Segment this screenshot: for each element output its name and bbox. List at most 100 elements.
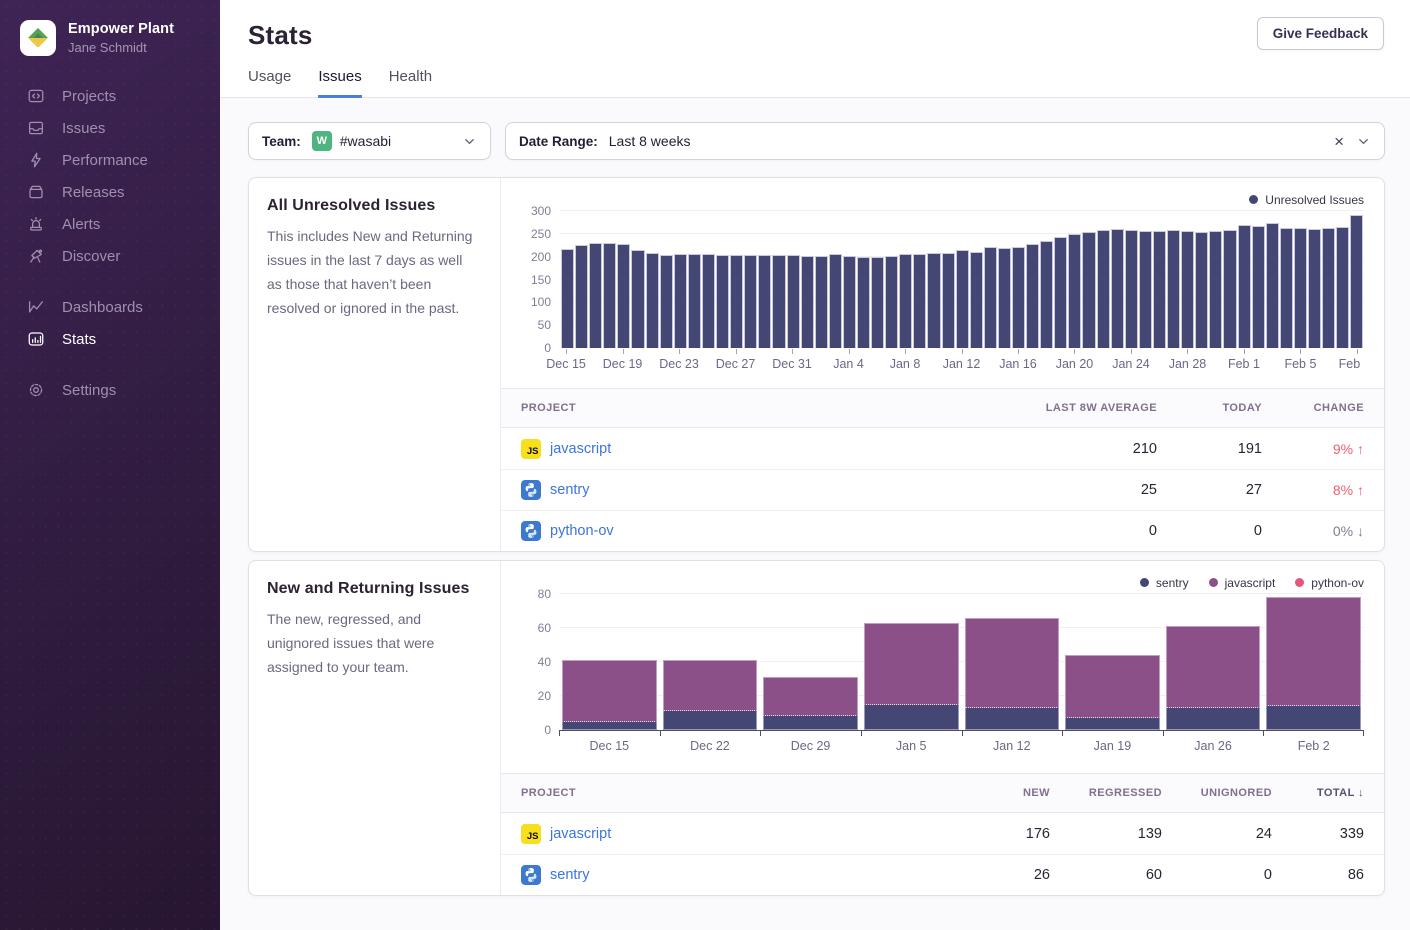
legend-label: Unresolved Issues bbox=[1265, 193, 1364, 207]
chart-x-axis-line bbox=[559, 730, 1364, 731]
value-cell: 139 bbox=[1050, 826, 1162, 842]
axis-tick bbox=[1263, 731, 1264, 736]
x-axis-label: Dec 27 bbox=[716, 357, 756, 371]
chevron-down-icon bbox=[1356, 134, 1371, 149]
sidebar-item-label: Stats bbox=[62, 331, 96, 348]
x-axis-label: Jan 8 bbox=[890, 357, 921, 371]
org-info: Empower Plant Jane Schmidt bbox=[68, 21, 174, 55]
sidebar-group: Dashboards Stats bbox=[0, 291, 220, 355]
sidebar-item-releases[interactable]: Releases bbox=[0, 176, 220, 208]
x-axis-label: Jan 4 bbox=[833, 357, 864, 371]
bar-unresolved-issues bbox=[857, 257, 870, 348]
bar-unresolved-issues bbox=[660, 255, 673, 348]
tab-health[interactable]: Health bbox=[389, 68, 432, 98]
project-link-javascript[interactable]: javascript bbox=[550, 826, 611, 842]
value-cell: 339 bbox=[1272, 826, 1364, 842]
project-link-sentry[interactable]: sentry bbox=[550, 482, 590, 498]
tab-usage[interactable]: Usage bbox=[248, 68, 291, 98]
axis-tick bbox=[1363, 731, 1364, 736]
column-header-total[interactable]: TOTAL ↓ bbox=[1272, 787, 1364, 799]
column-header-new: NEW bbox=[925, 787, 1050, 799]
project-link-python-ov[interactable]: python-ov bbox=[550, 523, 614, 539]
axis-tick bbox=[660, 731, 661, 736]
sidebar-item-label: Performance bbox=[62, 152, 148, 169]
sidebar-item-projects[interactable]: Projects bbox=[0, 80, 220, 112]
discover-icon bbox=[26, 247, 45, 266]
bar-group-jan-5 bbox=[861, 594, 962, 730]
legend-dot-icon bbox=[1209, 578, 1218, 587]
axis-tick bbox=[792, 349, 793, 354]
value-cell: 24 bbox=[1162, 826, 1272, 842]
sidebar-item-stats[interactable]: Stats bbox=[0, 323, 220, 355]
bar-segment-sentry bbox=[562, 722, 657, 731]
column-header-change: CHANGE bbox=[1262, 402, 1364, 414]
bar-group-jan-19 bbox=[1062, 594, 1163, 730]
bar-unresolved-issues bbox=[1238, 225, 1251, 348]
axis-tick bbox=[1074, 349, 1075, 354]
bar-segment-javascript bbox=[562, 660, 657, 721]
alerts-icon bbox=[26, 215, 45, 234]
bar-unresolved-issues bbox=[970, 252, 983, 348]
sidebar-item-dashboards[interactable]: Dashboards bbox=[0, 291, 220, 323]
axis-tick bbox=[849, 349, 850, 354]
axis-tick bbox=[559, 731, 560, 736]
date-range-select[interactable]: Date Range: Last 8 weeks × bbox=[505, 122, 1385, 160]
column-header-project: PROJECT bbox=[521, 787, 925, 799]
clear-icon[interactable]: × bbox=[1334, 133, 1344, 150]
bar-unresolved-issues bbox=[716, 255, 729, 348]
filter-bar: Team: W #wasabi Date Range: Last 8 weeks… bbox=[220, 98, 1410, 160]
bar-segment-javascript bbox=[1065, 655, 1160, 718]
legend-item-javascript[interactable]: javascript bbox=[1209, 574, 1276, 591]
column-header-today: TODAY bbox=[1157, 402, 1262, 414]
bar-unresolved-issues bbox=[1097, 230, 1110, 348]
bar-unresolved-issues bbox=[942, 253, 955, 348]
project-cell: JSjavascript bbox=[521, 439, 947, 459]
project-link-sentry[interactable]: sentry bbox=[550, 867, 590, 883]
sidebar-item-issues[interactable]: Issues bbox=[0, 112, 220, 144]
sidebar-item-alerts[interactable]: Alerts bbox=[0, 208, 220, 240]
value-cell: 27 bbox=[1157, 482, 1262, 498]
javascript-project-icon: JS bbox=[521, 824, 541, 844]
bar-unresolved-issues bbox=[1266, 223, 1279, 348]
bar-unresolved-issues bbox=[1167, 230, 1180, 348]
team-select[interactable]: Team: W #wasabi bbox=[248, 122, 491, 160]
sidebar-item-settings[interactable]: Settings bbox=[0, 374, 220, 406]
sidebar-item-label: Dashboards bbox=[62, 299, 143, 316]
value-cell: 0 bbox=[1157, 523, 1262, 539]
legend-item-unresolved-issues[interactable]: Unresolved Issues bbox=[1249, 191, 1364, 208]
table-row: sentry2660086 bbox=[501, 854, 1384, 895]
unresolved-issues-table: PROJECTLAST 8W AVERAGETODAYCHANGEJSjavas… bbox=[501, 388, 1384, 551]
x-axis-label: Jan 16 bbox=[999, 357, 1037, 371]
y-axis-label: 300 bbox=[513, 204, 551, 218]
app-root: Empower Plant Jane Schmidt ProjectsIssue… bbox=[0, 0, 1410, 930]
sidebar-item-performance[interactable]: Performance bbox=[0, 144, 220, 176]
bar-unresolved-issues bbox=[1209, 231, 1222, 348]
tab-issues[interactable]: Issues bbox=[318, 68, 361, 98]
legend-item-python-ov[interactable]: python-ov bbox=[1295, 574, 1364, 591]
bar-unresolved-issues bbox=[1280, 228, 1293, 348]
y-axis-label: 250 bbox=[513, 227, 551, 241]
value-cell: 0 bbox=[1162, 867, 1272, 883]
bar-segment-sentry bbox=[763, 716, 858, 730]
org-switcher[interactable]: Empower Plant Jane Schmidt bbox=[0, 0, 220, 74]
column-header-last-8w-average: LAST 8W AVERAGE bbox=[947, 402, 1157, 414]
axis-tick bbox=[1357, 349, 1358, 354]
bar-unresolved-issues bbox=[1054, 237, 1067, 348]
axis-tick bbox=[1244, 349, 1245, 354]
project-link-javascript[interactable]: javascript bbox=[550, 441, 611, 457]
legend-item-sentry[interactable]: sentry bbox=[1140, 574, 1189, 591]
y-axis-label: 80 bbox=[513, 587, 551, 601]
project-cell: python-ov bbox=[521, 521, 947, 541]
give-feedback-button[interactable]: Give Feedback bbox=[1257, 17, 1384, 50]
axis-tick bbox=[962, 731, 963, 736]
legend-dot-icon bbox=[1140, 578, 1149, 587]
org-name: Empower Plant bbox=[68, 21, 174, 37]
chart-legend: Unresolved Issues bbox=[515, 191, 1364, 208]
python-project-icon bbox=[521, 521, 541, 541]
y-axis-label: 50 bbox=[513, 318, 551, 332]
x-axis-label: Dec 15 bbox=[559, 739, 660, 753]
chart-bars bbox=[559, 594, 1364, 730]
sidebar-item-discover[interactable]: Discover bbox=[0, 240, 220, 272]
bar-unresolved-issues bbox=[1322, 228, 1335, 348]
sidebar-item-label: Alerts bbox=[62, 216, 100, 233]
